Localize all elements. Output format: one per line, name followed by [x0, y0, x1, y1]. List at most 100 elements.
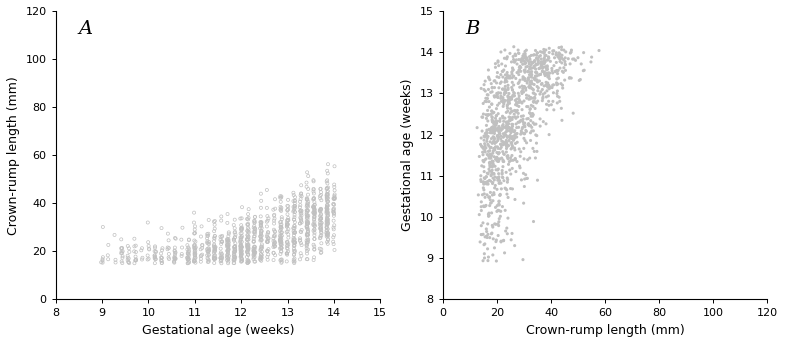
Point — [116, 249, 129, 254]
Point — [235, 243, 247, 248]
Point — [513, 99, 526, 105]
Point — [208, 255, 221, 261]
Point — [478, 82, 491, 87]
Point — [528, 52, 541, 57]
Point — [494, 192, 506, 198]
Point — [321, 213, 334, 218]
Point — [542, 99, 555, 104]
Point — [209, 246, 221, 251]
Point — [483, 153, 495, 159]
Point — [275, 222, 287, 227]
Point — [288, 260, 301, 266]
Point — [268, 213, 280, 218]
Point — [577, 68, 590, 74]
Point — [488, 78, 501, 84]
Point — [541, 57, 553, 63]
Point — [249, 250, 261, 255]
Point — [555, 47, 568, 52]
Point — [203, 247, 215, 253]
Point — [162, 238, 175, 243]
Point — [500, 141, 513, 147]
Point — [208, 256, 221, 261]
Point — [280, 229, 293, 235]
Point — [517, 86, 529, 92]
Point — [327, 209, 339, 215]
Point — [315, 192, 327, 198]
Point — [502, 156, 514, 162]
Point — [315, 250, 327, 256]
Point — [275, 241, 287, 247]
Point — [322, 210, 334, 215]
Point — [228, 260, 240, 266]
Point — [491, 120, 503, 126]
Point — [275, 245, 287, 251]
Point — [320, 208, 333, 214]
Point — [176, 245, 188, 250]
Point — [556, 53, 568, 58]
Point — [526, 61, 539, 66]
Point — [539, 71, 551, 76]
Point — [203, 252, 215, 258]
Point — [529, 73, 542, 79]
Point — [555, 44, 568, 50]
Point — [523, 84, 535, 89]
Point — [481, 171, 494, 176]
Point — [524, 155, 536, 161]
Point — [492, 111, 505, 116]
Point — [502, 87, 514, 92]
Point — [493, 198, 506, 204]
Point — [496, 204, 509, 209]
Point — [540, 71, 553, 76]
Point — [488, 185, 501, 191]
Point — [534, 91, 546, 97]
Point — [288, 240, 301, 246]
Point — [517, 136, 530, 141]
Point — [575, 61, 587, 67]
Point — [221, 241, 233, 247]
Point — [216, 256, 228, 261]
Point — [555, 55, 568, 61]
Point — [499, 228, 512, 234]
Point — [287, 207, 300, 213]
Point — [501, 121, 513, 126]
Point — [228, 238, 240, 244]
Point — [221, 220, 234, 226]
Point — [316, 230, 328, 236]
Point — [122, 256, 135, 261]
Point — [222, 255, 235, 261]
Point — [281, 251, 294, 256]
Point — [486, 118, 498, 123]
Point — [551, 71, 564, 76]
Point — [209, 233, 221, 239]
Point — [240, 254, 253, 260]
Point — [321, 206, 334, 212]
Point — [516, 107, 528, 112]
Point — [507, 57, 520, 62]
Point — [537, 119, 550, 125]
Point — [491, 221, 504, 227]
Point — [520, 116, 533, 122]
Point — [502, 138, 515, 143]
Point — [195, 259, 207, 265]
Point — [214, 237, 227, 243]
Point — [308, 216, 320, 222]
Point — [229, 254, 242, 260]
Point — [322, 219, 334, 224]
Point — [559, 62, 571, 67]
Point — [295, 242, 308, 248]
Point — [486, 117, 498, 122]
Point — [228, 246, 241, 251]
Point — [136, 257, 148, 262]
Point — [301, 230, 314, 235]
Point — [222, 243, 235, 248]
Point — [307, 203, 319, 209]
Point — [155, 260, 168, 266]
Point — [321, 209, 334, 214]
Point — [322, 237, 334, 243]
Point — [234, 246, 246, 252]
Point — [490, 118, 502, 123]
Point — [513, 119, 526, 125]
Point — [301, 213, 314, 218]
Point — [248, 259, 261, 265]
Point — [506, 79, 519, 85]
